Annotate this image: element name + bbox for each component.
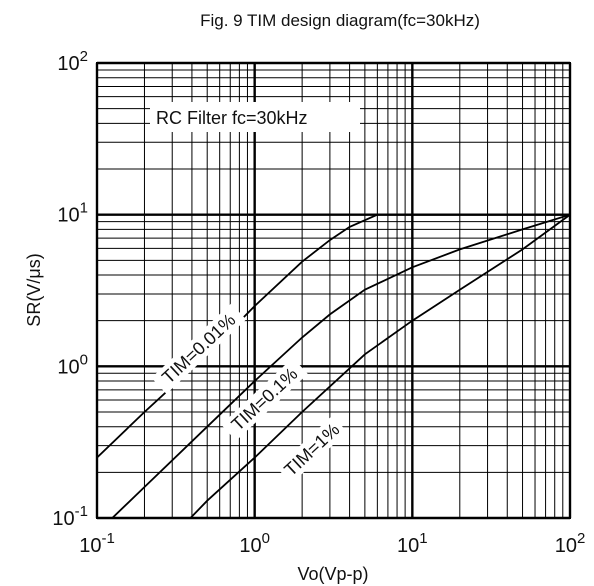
x-axis-ticks: 10-1 100 101 102 xyxy=(79,530,585,557)
rc-filter-note-text: RC Filter fc=30kHz xyxy=(156,108,308,128)
y-axis-ticks: 10-1 100 101 102 xyxy=(52,48,88,530)
chart-title: Fig. 9 TIM design diagram(fc=30kHz) xyxy=(200,11,480,30)
series-label-2: TIM=0.1% xyxy=(221,357,308,441)
series-line-3 xyxy=(189,213,570,518)
series-line-2 xyxy=(110,213,570,518)
plot-frame xyxy=(96,62,571,519)
series-label-text: TIM=1% xyxy=(280,419,343,480)
rc-filter-note: RC Filter fc=30kHz xyxy=(150,102,360,132)
minor-gridlines xyxy=(97,63,570,518)
y-tick-label: 102 xyxy=(57,48,88,75)
y-axis-label: SR(V/μs) xyxy=(24,253,44,326)
x-tick-label: 10-1 xyxy=(79,530,115,557)
y-tick-label: 101 xyxy=(57,200,88,227)
series-label-1: TIM=0.01% xyxy=(151,303,247,394)
series-label-text: TIM=0.01% xyxy=(158,310,239,388)
x-axis-label: Vo(Vp-p) xyxy=(297,564,368,584)
x-tick-label: 101 xyxy=(397,530,428,557)
x-tick-label: 100 xyxy=(239,530,270,557)
y-tick-label: 100 xyxy=(57,351,88,378)
series-labels: TIM=0.01%TIM=0.1%TIM=1% xyxy=(151,303,348,484)
y-tick-label: 10-1 xyxy=(52,503,88,530)
x-tick-label: 102 xyxy=(555,530,586,557)
